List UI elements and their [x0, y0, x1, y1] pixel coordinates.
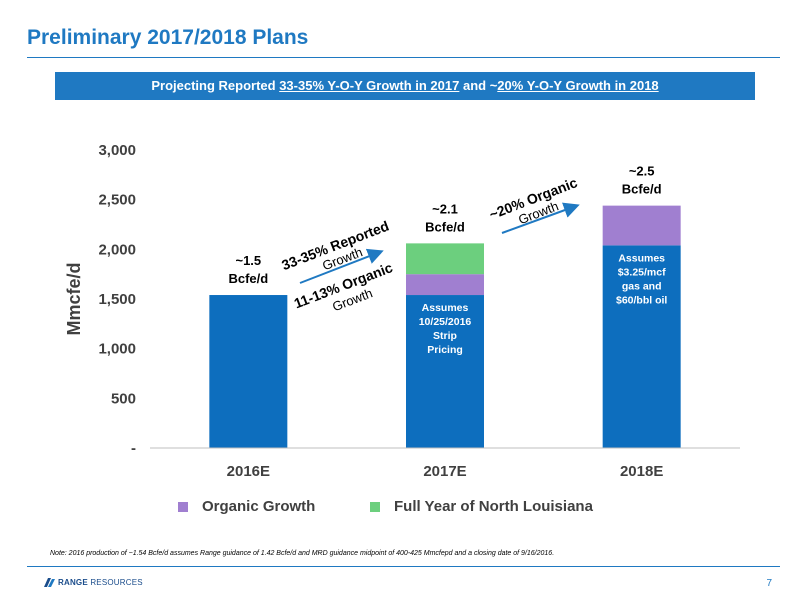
banner-2017-growth: 33-35% Y-O-Y Growth in 2017: [279, 78, 460, 93]
bar-base-2018e: [602, 245, 681, 448]
headline-banner: Projecting Reported 33-35% Y-O-Y Growth …: [55, 72, 755, 100]
company-logo: RANGE RESOURCES: [44, 578, 143, 587]
bar-note: $3.25/mcf: [618, 266, 666, 278]
footnote: Note: 2016 production of ~1.54 Bcfe/d as…: [50, 550, 555, 557]
bar-total-label: Bcfe/d: [228, 271, 268, 286]
legend-swatch-organic: [178, 501, 188, 512]
bar-total-label: Bcfe/d: [622, 182, 662, 197]
logo-text: RANGE RESOURCES: [58, 578, 143, 587]
y-tick-label: -: [131, 440, 136, 457]
page-title: Preliminary 2017/2018 Plans: [27, 26, 309, 49]
x-tick-label: 2018E: [620, 463, 663, 480]
bar-north_louisiana-2017e: [406, 243, 484, 275]
bar-base-2016e: [209, 295, 288, 448]
bar-note: Pricing: [427, 344, 463, 356]
bar-note: 10/25/2016: [419, 316, 472, 328]
bar-note: $60/bbl oil: [616, 294, 667, 306]
y-tick-label: 1,000: [98, 341, 136, 358]
y-tick-label: 3,000: [98, 142, 136, 159]
bar-organic-2018e: [602, 205, 681, 246]
y-tick-label: 500: [111, 390, 136, 407]
legend-item-organic: Organic Growth: [178, 498, 315, 515]
legend-label-organic: Organic Growth: [202, 498, 316, 515]
bar-total-label: ~2.1: [432, 201, 458, 216]
title-divider: [27, 57, 780, 58]
page-number: 7: [766, 578, 772, 589]
growth-arrow-2018: [501, 202, 580, 234]
growth-arrow-2017: [299, 248, 384, 284]
x-tick-label: 2017E: [423, 463, 466, 480]
bar-note: Strip: [433, 330, 457, 342]
bar-note: Assumes: [422, 302, 469, 314]
bar-total-label: Bcfe/d: [425, 219, 465, 234]
legend-item-north-louisiana: Full Year of North Louisiana: [370, 498, 593, 515]
y-tick-label: 1,500: [98, 291, 136, 308]
range-logo-icon: [44, 578, 55, 587]
y-axis-label: Mmcfe/d: [64, 262, 84, 335]
footer-divider: [27, 566, 780, 567]
bar-organic-2017e: [406, 274, 484, 296]
legend-label-north-louisiana: Full Year of North Louisiana: [394, 498, 593, 515]
banner-prefix: Projecting Reported: [151, 78, 280, 93]
banner-2018-growth: 20% Y-O-Y Growth in 2018: [497, 78, 659, 93]
bar-total-label: ~2.5: [629, 164, 655, 179]
y-tick-label: 2,500: [98, 192, 136, 209]
bar-base-2017e: [406, 295, 484, 448]
banner-middle: and ~: [459, 78, 498, 93]
legend-swatch-north-louisiana: [370, 501, 380, 512]
bar-note: Assumes: [618, 252, 665, 264]
bar-note: gas and: [622, 280, 662, 292]
x-tick-label: 2016E: [227, 463, 270, 480]
y-tick-label: 2,000: [98, 241, 136, 258]
bar-total-label: ~1.5: [235, 253, 261, 268]
